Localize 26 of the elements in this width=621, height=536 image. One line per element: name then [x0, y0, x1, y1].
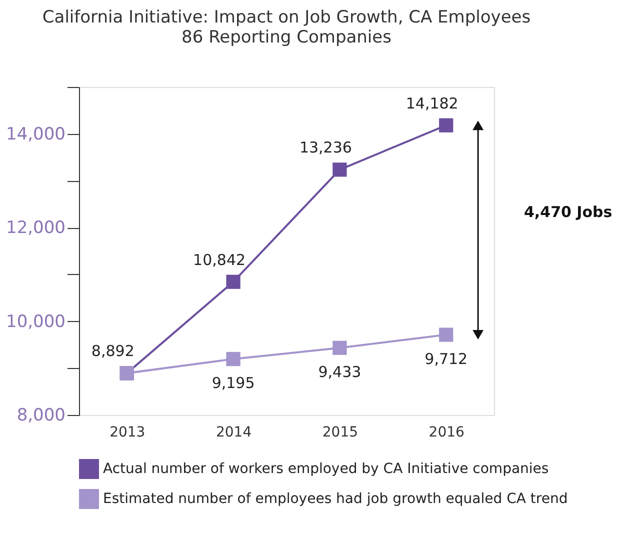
legend-label: Actual number of workers employed by CA Initiative companies	[103, 461, 549, 477]
point	[332, 340, 347, 355]
data-label: 9,712	[424, 350, 468, 368]
x-tick-label: 2016	[428, 424, 465, 440]
y-tick-label: 10,000	[6, 312, 66, 332]
data-label: 14,182	[406, 94, 458, 112]
point	[226, 274, 240, 289]
point	[226, 352, 240, 366]
data-label: 8,892	[91, 342, 134, 360]
x-tick-label: 2014	[216, 424, 252, 440]
y-tick-label: 8,000	[16, 406, 66, 426]
x-tick-label: 2015	[322, 424, 358, 440]
data-label: 9,195	[212, 374, 255, 392]
chart-title: California Initiative: Impact on Job Growth, CA Employees	[42, 8, 531, 28]
legend-label: Estimated number of employees had job growth equaled CA trend	[103, 491, 568, 507]
x-tick-label: 2013	[110, 424, 146, 440]
data-label: 9,433	[318, 362, 362, 381]
point	[332, 162, 347, 177]
data-label: 13,236	[299, 138, 352, 157]
y-tick-label: 12,000	[6, 218, 66, 238]
y-tick-label: 14,000	[6, 124, 66, 144]
text: 4,470 Jobs	[524, 203, 612, 221]
point	[439, 118, 454, 132]
point	[439, 328, 454, 342]
data-label: 10,842	[193, 250, 246, 269]
chart-subtitle: 86 Reporting Companies	[182, 28, 392, 48]
